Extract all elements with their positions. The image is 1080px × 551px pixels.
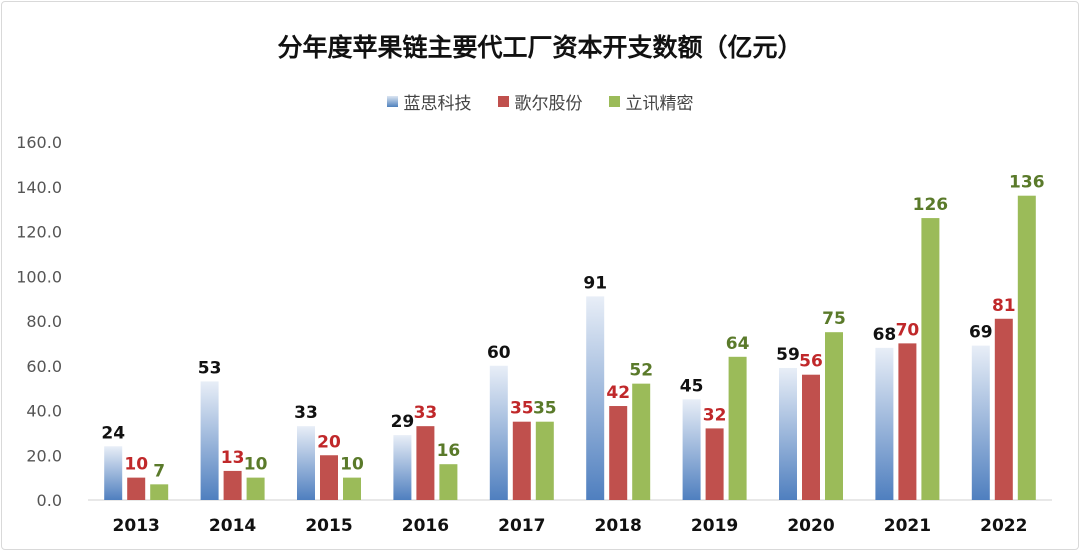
- data-label-3-2015: 10: [340, 455, 364, 475]
- bar-3-2022: [1017, 195, 1036, 500]
- bar-2-2018: [609, 406, 628, 500]
- data-label-2-2015: 20: [317, 432, 341, 452]
- bar-1-2018: [586, 296, 605, 500]
- x-tick-label: 2020: [787, 516, 834, 536]
- y-tick-label: 80.0: [26, 312, 62, 331]
- bar-2-2016: [416, 426, 435, 500]
- data-label-2-2014: 13: [221, 448, 245, 468]
- data-label-3-2020: 75: [822, 309, 846, 329]
- y-tick-label: 0.0: [37, 491, 62, 510]
- data-label-2-2017: 35: [510, 399, 534, 419]
- x-tick-label: 2019: [691, 516, 738, 536]
- bar-1-2019: [682, 399, 701, 500]
- data-label-2-2019: 32: [703, 405, 727, 425]
- bar-2-2014: [223, 470, 242, 500]
- legend-swatch-series-3: [608, 96, 620, 107]
- y-tick-label: 40.0: [26, 402, 62, 421]
- legend-item-series-3: 立讯精密: [608, 89, 694, 114]
- y-tick-label: 100.0: [16, 267, 62, 286]
- bar-1-2017: [489, 365, 508, 500]
- data-label-2-2013: 10: [124, 455, 148, 475]
- x-tick-label: 2017: [498, 516, 545, 536]
- legend-swatch-series-1: [386, 96, 398, 107]
- data-label-2-2021: 70: [896, 320, 920, 340]
- data-label-3-2013: 7: [153, 461, 165, 481]
- bar-3-2021: [921, 218, 940, 500]
- bar-1-2013: [104, 446, 123, 500]
- data-label-1-2021: 68: [873, 325, 897, 345]
- data-label-2-2020: 56: [799, 352, 823, 372]
- x-tick-label: 2016: [402, 516, 449, 536]
- data-label-1-2016: 29: [391, 412, 415, 432]
- bar-2-2019: [705, 428, 724, 500]
- bar-3-2015: [343, 477, 361, 500]
- y-tick-label: 120.0: [16, 223, 62, 242]
- x-tick-label: 2013: [113, 516, 160, 536]
- bar-2-2017: [512, 421, 531, 500]
- data-label-1-2019: 45: [680, 376, 704, 396]
- bar-1-2020: [779, 367, 797, 500]
- data-label-2-2016: 33: [414, 403, 438, 423]
- bar-1-2014: [200, 381, 219, 500]
- chart-title: 分年度苹果链主要代工厂资本开支数额（亿元）: [277, 33, 803, 62]
- legend-swatch-series-2: [497, 96, 509, 107]
- x-tick-label: 2014: [209, 516, 256, 536]
- data-label-1-2020: 59: [776, 345, 800, 365]
- data-label-2-2022: 81: [992, 296, 1016, 316]
- bar-2-2022: [994, 318, 1013, 500]
- x-tick-label: 2022: [980, 516, 1027, 536]
- y-tick-label: 140.0: [16, 178, 62, 197]
- data-label-3-2017: 35: [533, 399, 557, 419]
- data-label-1-2018: 91: [583, 273, 607, 293]
- bar-3-2014: [246, 477, 265, 500]
- y-tick-label: 20.0: [26, 446, 62, 465]
- chart-legend: 蓝思科技 歌尔股份 立讯精密: [0, 89, 1080, 114]
- y-tick-label: 60.0: [26, 357, 62, 376]
- bar-2-2021: [898, 343, 917, 500]
- bar-1-2016: [393, 435, 412, 500]
- bar-3-2020: [825, 332, 843, 500]
- legend-label-series-3: 立讯精密: [625, 94, 694, 114]
- x-tick-label: 2018: [595, 516, 642, 536]
- y-tick-label: 160.0: [16, 133, 62, 152]
- legend-label-series-2: 歌尔股份: [514, 94, 583, 114]
- data-label-3-2021: 126: [913, 195, 949, 215]
- data-label-1-2022: 69: [969, 323, 993, 343]
- data-label-2-2018: 42: [606, 383, 630, 403]
- bar-3-2018: [632, 383, 651, 500]
- x-tick-label: 2015: [305, 516, 352, 536]
- bar-2-2020: [802, 374, 820, 500]
- legend-item-series-2: 歌尔股份: [497, 89, 583, 114]
- bar-1-2021: [875, 347, 894, 500]
- legend-label-series-1: 蓝思科技: [403, 94, 472, 114]
- bar-1-2015: [297, 426, 315, 500]
- data-label-3-2014: 10: [244, 455, 268, 475]
- data-label-1-2014: 53: [198, 358, 222, 378]
- legend-item-series-1: 蓝思科技: [386, 89, 472, 114]
- data-label-3-2022: 136: [1009, 173, 1045, 193]
- bar-3-2013: [150, 484, 169, 500]
- data-label-1-2017: 60: [487, 343, 511, 363]
- data-label-1-2013: 24: [101, 423, 125, 443]
- data-label-3-2019: 64: [726, 334, 750, 354]
- bar-3-2019: [728, 356, 747, 500]
- data-label-3-2016: 16: [437, 441, 461, 461]
- bar-2-2013: [127, 477, 146, 500]
- data-label-3-2018: 52: [629, 361, 653, 381]
- bar-2-2015: [320, 455, 338, 500]
- bar-1-2022: [971, 345, 990, 500]
- bar-3-2017: [535, 421, 554, 500]
- x-tick-label: 2021: [884, 516, 931, 536]
- data-label-1-2015: 33: [294, 403, 318, 423]
- bar-3-2016: [439, 464, 458, 500]
